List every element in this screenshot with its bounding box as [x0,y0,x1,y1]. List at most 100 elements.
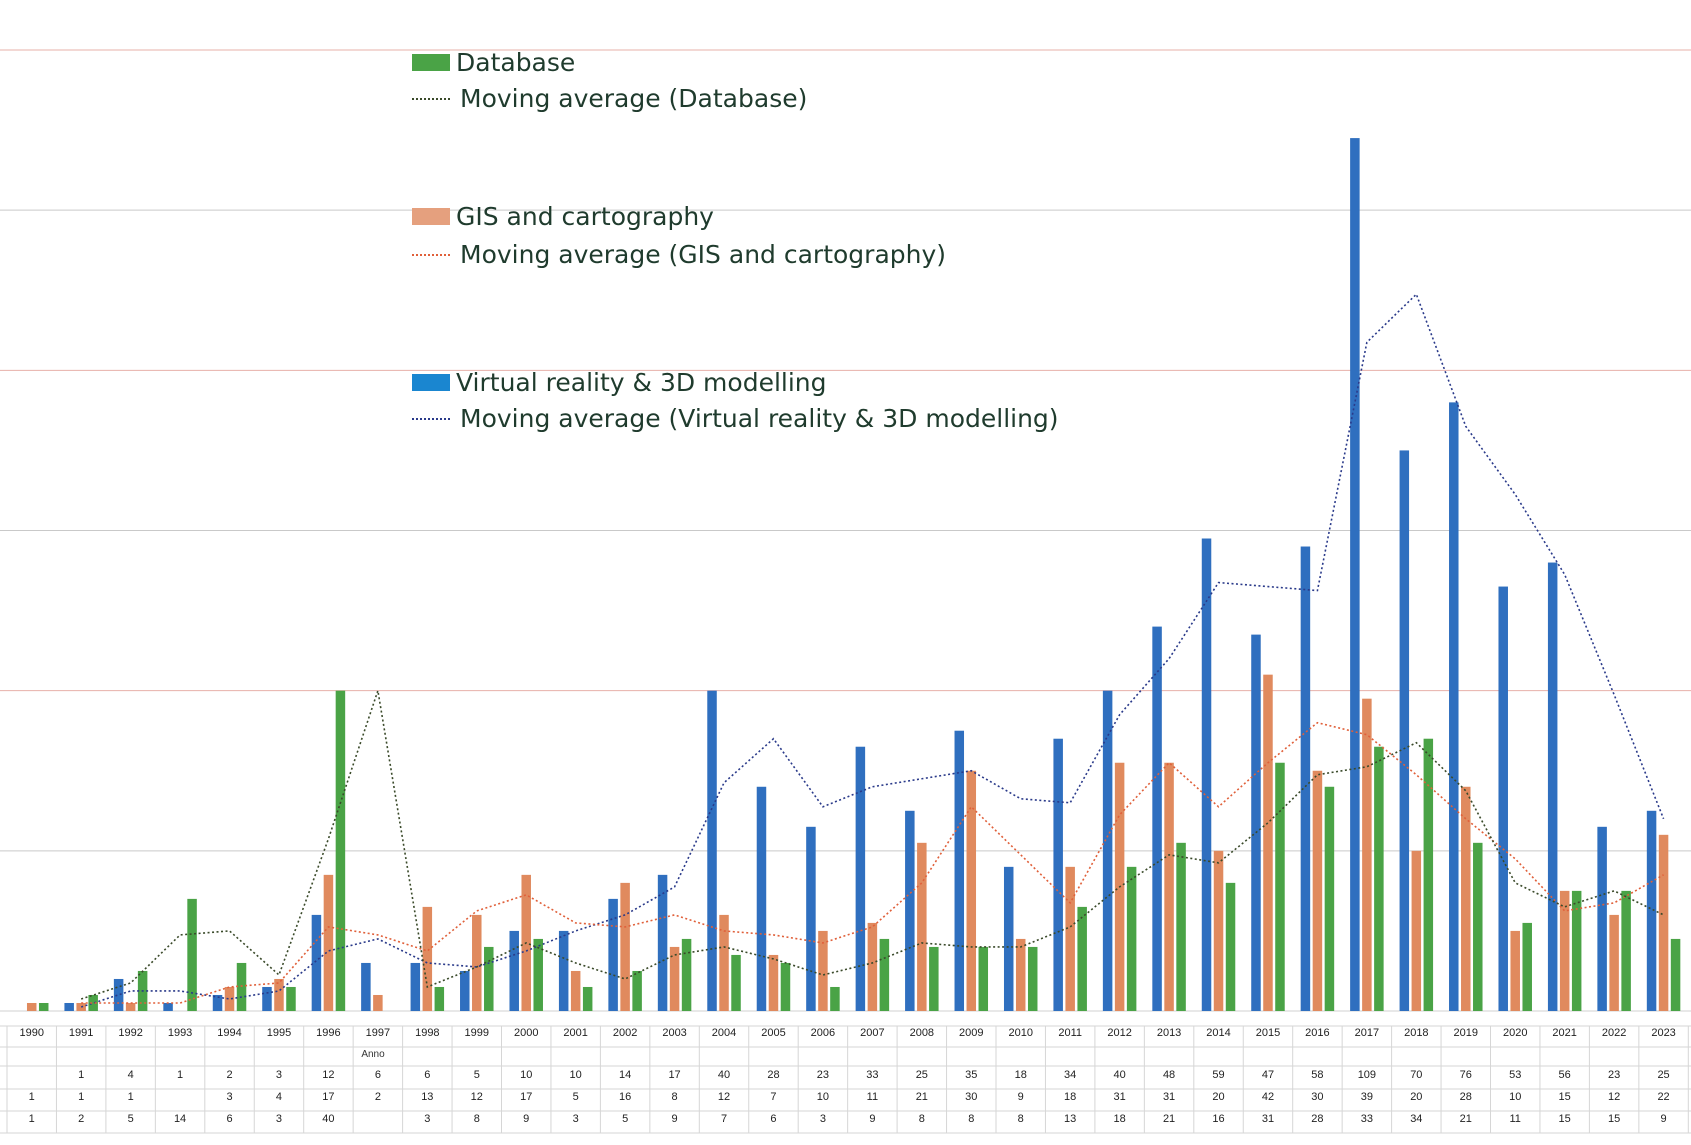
table-cell: 33 [1361,1113,1373,1125]
table-cell: 3 [226,1091,232,1103]
table-cell: 53 [1509,1069,1521,1081]
data-table: 1990 1991 1992 1993 1994 1995 1996 1997 1998 1999… [0,1025,1691,1134]
bar-database-2008 [929,946,939,1011]
bar-database-1990 [38,1002,49,1011]
bar-gis-and-cartography-2022 [1609,914,1619,1011]
x-tick-label: 2012 [1107,1027,1131,1039]
bar-database-2002 [632,970,642,1011]
x-tick-label: 1991 [69,1027,93,1039]
x-tick-label: 2003 [662,1027,686,1039]
bar-gis-and-cartography-1992 [125,1002,136,1011]
table-cell: 9 [523,1113,529,1125]
x-tick-label: 2008 [910,1027,934,1039]
bar-gis-and-cartography-2009 [966,770,977,1011]
legend-label-gis-ma: Moving average (GIS and cartography) [460,240,947,269]
table-cell: 13 [1064,1113,1076,1125]
bar-database-2003 [681,938,692,1011]
bar-gis-and-cartography-2015 [1263,674,1273,1011]
table-cell: 56 [1559,1069,1571,1081]
bar-gis-and-cartography-2013 [1164,762,1174,1011]
legend-line-database-ma [412,97,450,100]
bar-virtual-reality-3d-modelling-2019 [1449,402,1459,1011]
x-tick-label: 1992 [118,1027,142,1039]
bar-gis-and-cartography-2005 [768,954,779,1011]
bar-database-2018 [1423,738,1434,1011]
gridlines [0,49,1691,1012]
table-cell: 1 [78,1091,84,1103]
legend-entry-database-ma: Moving average (Database) [412,84,807,113]
table-cell: 6 [424,1069,430,1081]
bar-virtual-reality-3d-modelling-2011 [1053,738,1063,1011]
bar-virtual-reality-3d-modelling-2022 [1597,826,1607,1011]
bar-virtual-reality-3d-modelling-2020 [1498,586,1508,1011]
bar-virtual-reality-3d-modelling-2018 [1399,450,1410,1012]
bar-virtual-reality-3d-modelling-2003 [657,874,668,1011]
legend-label-gis: GIS and cartography [456,202,714,231]
table-cell: 6 [375,1069,381,1081]
table-cell: 10 [520,1069,532,1081]
bar-virtual-reality-3d-modelling-2008 [905,810,915,1011]
table-cell: 3 [573,1113,579,1125]
bar-gis-and-cartography-1999 [472,914,482,1011]
table-cell: 5 [573,1091,579,1103]
table-cell: 8 [968,1113,974,1125]
table-cell: 48 [1163,1069,1175,1081]
bar-virtual-reality-3d-modelling-2006 [806,826,816,1011]
bar-gis-and-cartography-2018 [1411,850,1422,1011]
table-cell: 10 [1509,1091,1521,1103]
bar-gis-and-cartography-1994 [224,986,235,1011]
table-cell: 40 [1114,1069,1126,1081]
bar-gis-and-cartography-2020 [1510,930,1520,1011]
bar-virtual-reality-3d-modelling-1991 [64,1002,74,1011]
table-cell: 9 [869,1113,875,1125]
table-cell: 21 [916,1091,928,1103]
table-cell: 5 [128,1113,134,1125]
table-cell: 33 [866,1069,878,1081]
table-cell: 28 [1460,1091,1472,1103]
bar-database-2020 [1522,922,1532,1011]
table-cell: 58 [1311,1069,1323,1081]
table-cell: 11 [1510,1113,1521,1125]
bar-database-2011 [1077,906,1087,1011]
x-tick-label: 2015 [1256,1027,1280,1039]
table-cell: 8 [474,1113,480,1125]
bar-virtual-reality-3d-modelling-2009 [954,730,965,1011]
table-cell: 31 [1163,1091,1175,1103]
table-cell: 8 [672,1091,678,1103]
table-cell: 11 [867,1091,878,1103]
bar-database-2016 [1324,786,1335,1011]
table-cell: 3 [820,1113,826,1125]
table-cell: 47 [1262,1069,1274,1081]
legend-entry-gis: GIS and cartography [412,202,714,231]
table-cell: 3 [276,1113,282,1125]
x-tick-label: 2017 [1355,1027,1379,1039]
table-cell: 14 [174,1113,186,1125]
x-tick-label: 2009 [959,1027,983,1039]
bar-gis-and-cartography-2021 [1559,890,1570,1011]
table-cell: 109 [1358,1069,1376,1081]
bar-gis-and-cartography-2001 [570,970,581,1011]
table-cell: 28 [767,1069,779,1081]
table-cell: 14 [619,1069,631,1081]
bar-virtual-reality-3d-modelling-2021 [1547,562,1558,1011]
table-cell: 4 [276,1091,282,1103]
table-cell: 18 [1015,1069,1027,1081]
bar-gis-and-cartography-2006 [818,930,828,1011]
table-cell: 59 [1212,1069,1224,1081]
x-tick-label: 2005 [761,1027,785,1039]
table-cell: 16 [1212,1113,1224,1125]
bar-database-1998 [434,986,445,1011]
bar-virtual-reality-3d-modelling-2007 [855,746,866,1011]
bar-database-2000 [533,938,543,1011]
moving-average-lines [80,292,1665,1008]
table-cell: 13 [421,1091,433,1103]
table-cell: 17 [668,1069,680,1081]
bar-database-2017 [1374,746,1384,1011]
bar-virtual-reality-3d-modelling-2016 [1300,546,1311,1011]
bar-database-2006 [830,986,840,1011]
table-cell: 1 [29,1113,35,1125]
x-tick-label: 2004 [712,1027,736,1039]
table-cell: 23 [817,1069,829,1081]
table-cell: 2 [375,1091,381,1103]
